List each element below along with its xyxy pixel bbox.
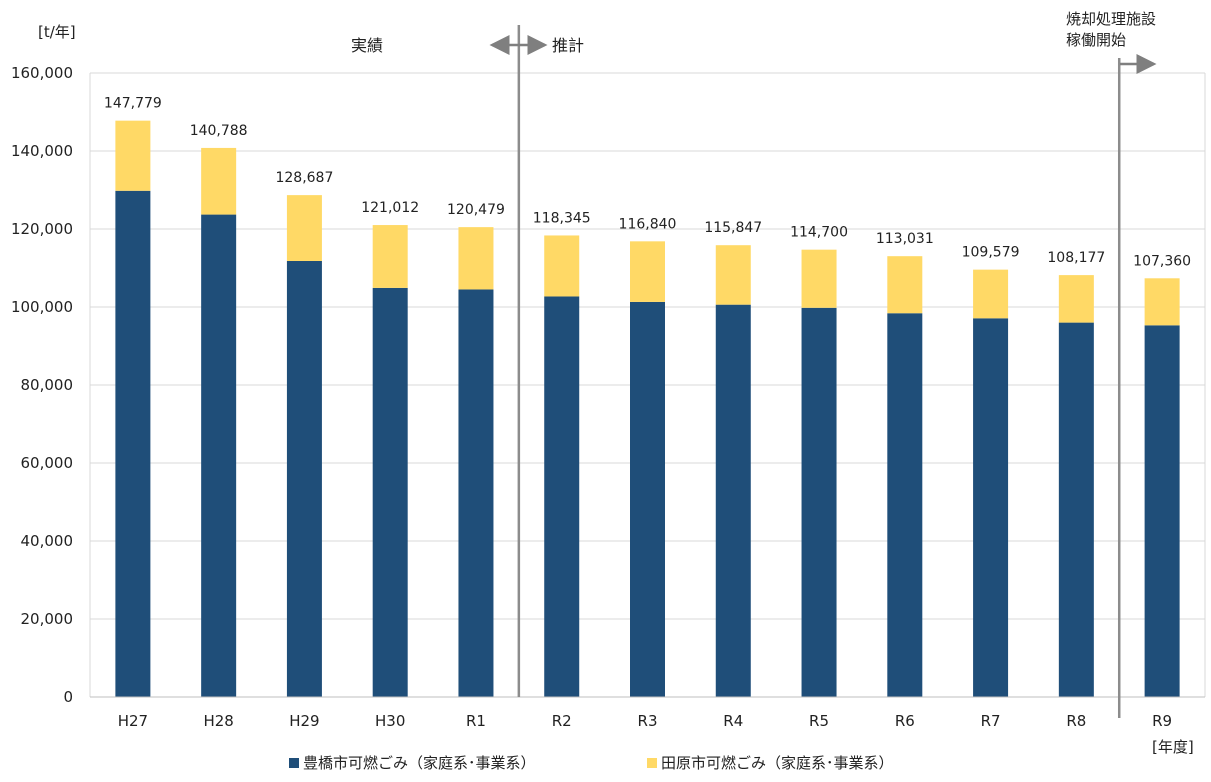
y-tick-label: 100,000 bbox=[11, 298, 73, 316]
bar-segment-tahara bbox=[458, 227, 494, 290]
bar-total-label: 140,788 bbox=[190, 123, 248, 139]
y-tick-label: 40,000 bbox=[21, 532, 74, 550]
y-tick-label: 160,000 bbox=[11, 64, 73, 82]
y-axis-unit: [t/年] bbox=[38, 23, 76, 41]
bar-total-label: 121,012 bbox=[361, 200, 419, 216]
bar-segment-toyohashi bbox=[1058, 322, 1094, 697]
legend-swatch-toyohashi bbox=[289, 758, 299, 768]
legend: 豊橋市可燃ごみ（家庭系･事業系） 田原市可燃ごみ（家庭系･事業系） bbox=[289, 754, 894, 772]
bar-total-label: 109,579 bbox=[962, 245, 1020, 261]
bar-segment-toyohashi bbox=[973, 318, 1009, 697]
x-tick-label: H28 bbox=[203, 712, 233, 730]
bar-segment-toyohashi bbox=[286, 260, 322, 697]
bar-segment-toyohashi bbox=[115, 190, 151, 697]
bar-segment-tahara bbox=[372, 225, 408, 288]
bar-segment-toyohashi bbox=[1144, 325, 1180, 697]
y-tick-label: 20,000 bbox=[21, 610, 74, 628]
bar-segment-tahara bbox=[201, 147, 237, 215]
y-tick-label: 0 bbox=[63, 688, 73, 706]
bar-total-label: 116,840 bbox=[619, 216, 677, 232]
bar-segment-tahara bbox=[630, 241, 665, 302]
bar-segment-tahara bbox=[544, 235, 580, 297]
x-tick-label: H27 bbox=[118, 712, 148, 730]
bars: 147,779 140,788 128,687 121,012 120,479 118,3… bbox=[104, 96, 1191, 697]
x-tick-label: R5 bbox=[809, 712, 829, 730]
bar-total-label: 147,779 bbox=[104, 96, 162, 112]
y-tick-label: 140,000 bbox=[11, 142, 73, 160]
annotation-actual: 実績 bbox=[351, 36, 383, 55]
legend-swatch-tahara bbox=[647, 758, 657, 768]
x-tick-label: R1 bbox=[466, 712, 486, 730]
bar-segment-tahara bbox=[715, 245, 751, 305]
legend-label-tahara: 田原市可燃ごみ（家庭系･事業系） bbox=[661, 754, 894, 772]
x-tick-label: R6 bbox=[895, 712, 915, 730]
bar-segment-tahara bbox=[1058, 275, 1094, 323]
bar-segment-tahara bbox=[887, 256, 923, 314]
legend-label-toyohashi: 豊橋市可燃ごみ（家庭系･事業系） bbox=[303, 754, 536, 772]
bar-segment-toyohashi bbox=[630, 301, 665, 697]
x-tick-label: R2 bbox=[552, 712, 572, 730]
bar-segment-tahara bbox=[286, 195, 322, 261]
bar-total-label: 114,700 bbox=[790, 225, 848, 241]
bar-total-label: 115,847 bbox=[704, 220, 762, 236]
bar-total-label: 113,031 bbox=[876, 231, 934, 247]
x-tick-label: R3 bbox=[638, 712, 658, 730]
bar-segment-tahara bbox=[1144, 278, 1180, 326]
axes: 0 20,000 40,000 60,000 80,000 100,000 120,000 1… bbox=[11, 25, 1205, 730]
bar-segment-tahara bbox=[801, 249, 837, 308]
bar-total-label: 108,177 bbox=[1047, 250, 1105, 266]
bar-segment-toyohashi bbox=[372, 287, 408, 697]
bar-segment-toyohashi bbox=[887, 313, 923, 697]
bar-total-label: 118,345 bbox=[533, 210, 591, 226]
bar-segment-tahara bbox=[973, 269, 1009, 319]
x-tick-label: H30 bbox=[375, 712, 405, 730]
x-tick-label: R7 bbox=[981, 712, 1001, 730]
x-tick-label: R9 bbox=[1152, 712, 1172, 730]
bar-segment-tahara bbox=[115, 120, 151, 191]
bar-segment-toyohashi bbox=[458, 289, 494, 697]
bar-segment-toyohashi bbox=[201, 214, 237, 697]
bar-segment-toyohashi bbox=[801, 307, 837, 697]
bar-segment-toyohashi bbox=[715, 304, 751, 697]
annotation-forecast: 推計 bbox=[552, 36, 584, 55]
annotation-facility-line2: 稼働開始 bbox=[1066, 31, 1126, 49]
y-tick-label: 60,000 bbox=[21, 454, 74, 472]
x-tick-label: R4 bbox=[723, 712, 743, 730]
y-tick-label: 120,000 bbox=[11, 220, 73, 238]
x-tick-label: R8 bbox=[1066, 712, 1086, 730]
x-axis-unit: [年度] bbox=[1152, 738, 1194, 756]
y-tick-label: 80,000 bbox=[21, 376, 74, 394]
annotation-facility-line1: 焼却処理施設 bbox=[1066, 10, 1156, 28]
x-tick-label: H29 bbox=[289, 712, 319, 730]
bar-total-label: 120,479 bbox=[447, 202, 505, 218]
bar-total-label: 107,360 bbox=[1133, 253, 1191, 269]
bar-segment-toyohashi bbox=[544, 296, 580, 697]
bar-total-label: 128,687 bbox=[275, 170, 333, 186]
